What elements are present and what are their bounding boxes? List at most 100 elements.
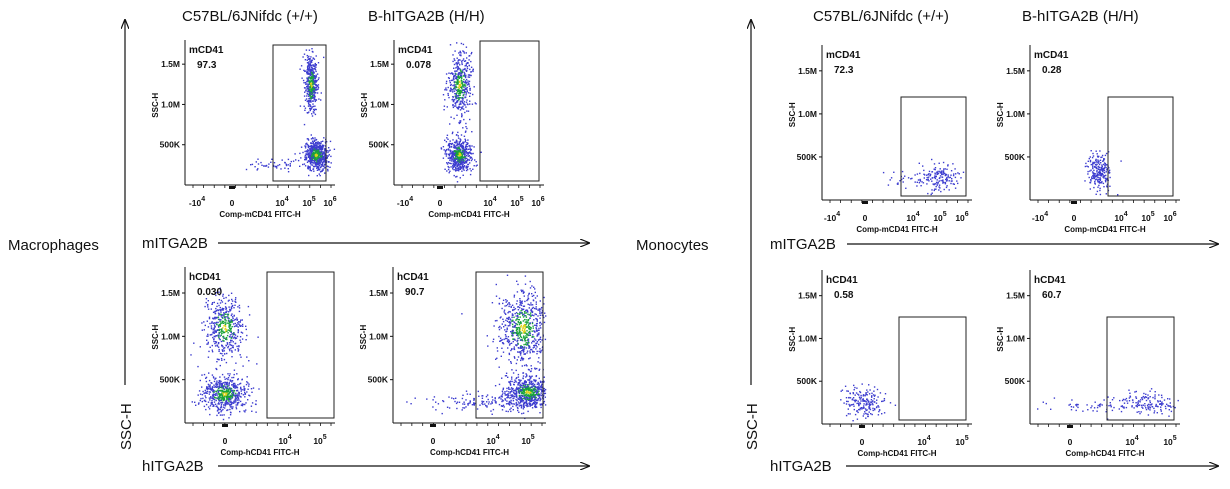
event-dot bbox=[232, 394, 234, 397]
event-dot bbox=[533, 402, 536, 404]
event-dot bbox=[305, 83, 307, 85]
event-dot bbox=[216, 329, 219, 331]
event-dot bbox=[445, 80, 448, 83]
event-dot bbox=[468, 59, 470, 61]
event-dot bbox=[442, 400, 444, 402]
event-dot bbox=[454, 81, 456, 83]
event-dot bbox=[221, 393, 223, 395]
event-dot bbox=[521, 395, 523, 398]
event-dot bbox=[462, 108, 465, 110]
event-dot bbox=[460, 97, 462, 99]
event-dot bbox=[223, 297, 225, 299]
event-dot bbox=[524, 329, 526, 332]
event-dot bbox=[522, 377, 524, 380]
event-dot bbox=[229, 395, 231, 397]
event-dot bbox=[466, 66, 468, 68]
event-dot bbox=[1094, 179, 1097, 181]
event-dot bbox=[461, 166, 464, 168]
event-dot bbox=[238, 391, 240, 393]
event-dot bbox=[519, 333, 522, 335]
event-dot bbox=[1097, 171, 1100, 174]
event-dot bbox=[452, 96, 455, 98]
event-dot bbox=[506, 340, 509, 342]
event-dot bbox=[311, 48, 313, 50]
event-dot bbox=[227, 300, 230, 302]
event-dot bbox=[226, 401, 228, 404]
event-dot bbox=[213, 327, 215, 329]
event-dot bbox=[535, 303, 537, 305]
event-dot bbox=[229, 325, 231, 327]
event-dot bbox=[446, 106, 448, 108]
event-dot bbox=[230, 303, 233, 305]
event-dot bbox=[472, 93, 474, 96]
event-dot bbox=[534, 397, 536, 399]
event-dot bbox=[453, 117, 455, 120]
event-dot bbox=[323, 167, 326, 169]
event-dot bbox=[939, 170, 941, 173]
event-dot bbox=[456, 64, 458, 66]
event-dot bbox=[216, 305, 218, 308]
event-dot bbox=[227, 377, 230, 379]
event-dot bbox=[509, 404, 511, 406]
event-dot bbox=[322, 146, 324, 148]
event-dot bbox=[471, 51, 473, 54]
event-dot bbox=[521, 300, 523, 302]
event-dot bbox=[454, 160, 456, 162]
event-dot bbox=[465, 165, 468, 167]
event-dot bbox=[201, 394, 204, 396]
event-dot bbox=[310, 100, 312, 102]
event-dot bbox=[309, 104, 311, 106]
event-dot bbox=[325, 141, 328, 143]
event-dot bbox=[938, 162, 940, 164]
event-dot bbox=[240, 356, 242, 358]
event-dot bbox=[306, 138, 309, 140]
event-dot bbox=[225, 336, 228, 339]
event-dot bbox=[456, 407, 458, 410]
event-dot bbox=[465, 169, 468, 172]
event-dot bbox=[234, 401, 236, 404]
event-dot bbox=[1102, 160, 1104, 162]
event-dot bbox=[524, 389, 526, 391]
event-dot bbox=[307, 165, 309, 167]
event-dot bbox=[468, 159, 471, 161]
y-tick-label: 500K bbox=[797, 152, 818, 162]
event-dot bbox=[482, 400, 485, 403]
event-dot bbox=[205, 403, 208, 406]
event-dot bbox=[529, 388, 531, 391]
event-dot bbox=[460, 159, 462, 161]
event-dot bbox=[468, 92, 470, 94]
event-dot bbox=[216, 344, 218, 346]
event-dot bbox=[223, 404, 225, 406]
event-dot bbox=[310, 97, 312, 100]
event-dot bbox=[324, 147, 326, 150]
event-dot bbox=[543, 400, 546, 403]
event-dot bbox=[518, 411, 520, 413]
event-dot bbox=[952, 183, 954, 185]
event-dot bbox=[315, 156, 317, 158]
event-dot bbox=[522, 326, 524, 328]
event-dot bbox=[491, 402, 493, 404]
event-dot bbox=[308, 98, 310, 100]
event-dot bbox=[230, 341, 232, 343]
event-dot bbox=[540, 381, 542, 384]
event-dot bbox=[216, 302, 219, 305]
event-dot bbox=[212, 389, 215, 391]
event-dot bbox=[207, 387, 210, 390]
event-dot bbox=[519, 298, 521, 300]
event-dot bbox=[462, 168, 464, 170]
event-dot bbox=[516, 359, 518, 361]
event-dot bbox=[531, 307, 534, 310]
event-dot bbox=[919, 172, 921, 175]
event-dot bbox=[447, 161, 450, 164]
event-dot bbox=[311, 106, 314, 108]
y-axis-label: SSC-H bbox=[151, 325, 160, 350]
event-dot bbox=[218, 348, 220, 351]
event-dot bbox=[309, 92, 312, 94]
event-dot bbox=[311, 162, 313, 164]
event-dot bbox=[914, 174, 916, 176]
event-dot bbox=[218, 332, 221, 334]
event-dot bbox=[454, 86, 457, 88]
event-dot bbox=[313, 68, 315, 70]
event-dot bbox=[312, 74, 314, 76]
event-dot bbox=[452, 60, 454, 63]
